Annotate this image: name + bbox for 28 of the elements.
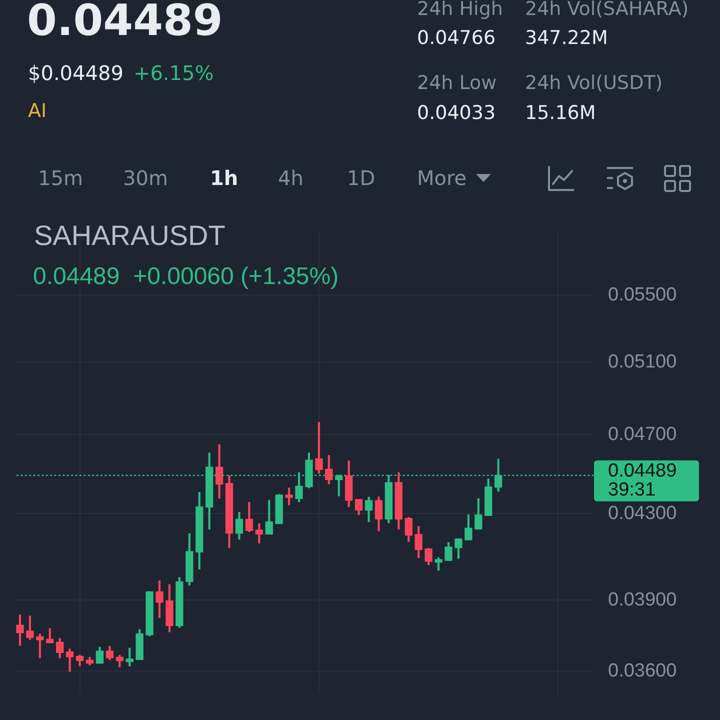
text: 24h Low <box>417 72 497 94</box>
y-tick-label: 0.04700 <box>608 424 677 445</box>
text: 1D <box>347 166 376 190</box>
text: 0.04489 <box>27 0 223 48</box>
text: More <box>417 166 467 190</box>
text: 24h Vol(USDT) <box>525 72 663 94</box>
text: 347.22M <box>525 26 608 50</box>
text: 4h <box>278 166 304 190</box>
ref-line-label: 0.04489 <box>608 460 677 482</box>
text: 0.04766 <box>417 26 496 50</box>
text: 0.04033 <box>417 102 496 124</box>
text: 15.16M <box>525 102 596 124</box>
text: 0.04489 +0.00060 (+1.35%) <box>33 262 339 292</box>
y-tick-label: 0.03600 <box>608 660 677 682</box>
y-tick-label: 0.04300 <box>608 502 677 524</box>
text: 39:31 <box>608 480 656 501</box>
y-tick-label: 0.05500 <box>608 284 677 306</box>
text: 24h Vol(SAHARA) <box>525 0 689 20</box>
text: 1h <box>210 166 238 190</box>
text: 24h High <box>417 0 503 20</box>
text: +6.15% <box>133 61 214 85</box>
chart-title: SAHARAUSDT <box>34 219 226 253</box>
text: 15m <box>38 166 83 190</box>
text: 30m <box>123 166 168 190</box>
text: $0.04489 <box>28 61 124 85</box>
y-tick-label: 0.03900 <box>608 589 677 610</box>
y-tick-label: 0.05100 <box>608 351 677 372</box>
text: AI <box>28 100 47 122</box>
